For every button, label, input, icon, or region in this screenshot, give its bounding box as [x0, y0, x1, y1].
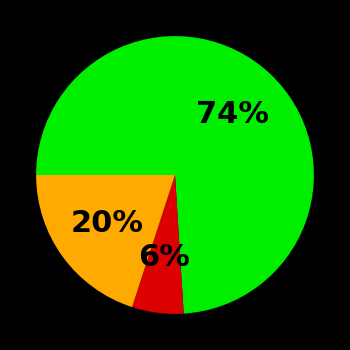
Text: 6%: 6%	[139, 243, 190, 272]
Wedge shape	[132, 175, 184, 314]
Text: 74%: 74%	[196, 100, 268, 129]
Wedge shape	[36, 175, 175, 307]
Wedge shape	[36, 36, 314, 314]
Text: 20%: 20%	[71, 210, 144, 238]
